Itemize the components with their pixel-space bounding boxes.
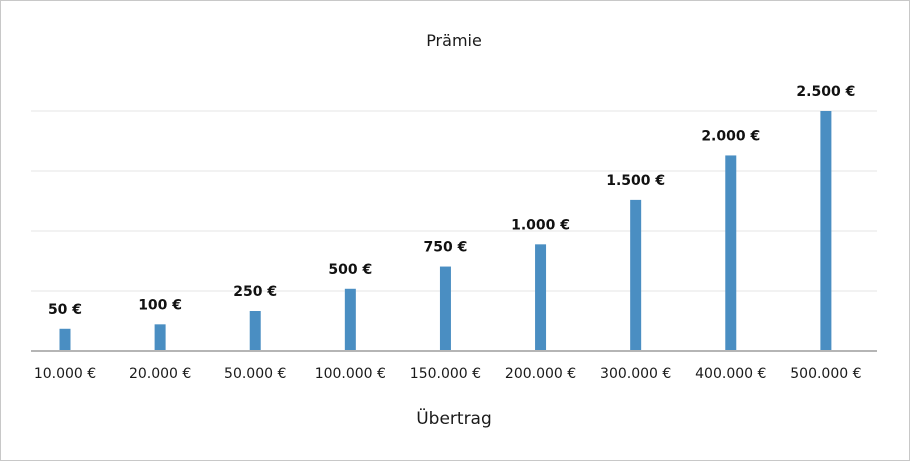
data-label: 2.500 € bbox=[796, 84, 855, 100]
x-axis-title: Übertrag bbox=[416, 407, 492, 429]
chart-title: Prämie bbox=[426, 31, 482, 50]
bar bbox=[59, 328, 71, 351]
data-label: 250 € bbox=[233, 284, 277, 300]
x-tick-label: 20.000 € bbox=[129, 366, 191, 382]
data-label: 1.500 € bbox=[606, 173, 665, 189]
bar bbox=[154, 324, 166, 351]
bar bbox=[249, 311, 261, 351]
x-tick-label: 200.000 € bbox=[505, 366, 576, 382]
x-tick-label: 400.000 € bbox=[695, 366, 766, 382]
bar bbox=[725, 155, 737, 351]
bar bbox=[439, 266, 451, 351]
x-tick-label: 300.000 € bbox=[600, 366, 671, 382]
x-tick-label: 500.000 € bbox=[790, 366, 861, 382]
bars bbox=[59, 111, 832, 351]
x-tick-label: 150.000 € bbox=[410, 366, 481, 382]
data-label: 50 € bbox=[48, 302, 82, 318]
data-labels: 50 € 100 € 250 € 500 € 750 € 1.000 € 1.500 € 2.… bbox=[48, 84, 855, 318]
bar bbox=[535, 244, 547, 351]
x-tick-label: 50.000 € bbox=[224, 366, 286, 382]
data-label: 750 € bbox=[424, 240, 468, 256]
x-tick-labels: 10.000 € 20.000 € 50.000 € 100.000 € 150.000… bbox=[34, 366, 862, 382]
data-label: 1.000 € bbox=[511, 217, 570, 233]
bar bbox=[630, 199, 642, 351]
data-label: 2.000 € bbox=[701, 128, 760, 144]
bar bbox=[820, 111, 832, 351]
bar bbox=[344, 288, 356, 351]
x-tick-label: 100.000 € bbox=[315, 366, 386, 382]
data-label: 500 € bbox=[328, 262, 372, 278]
x-tick-label: 10.000 € bbox=[34, 366, 96, 382]
data-label: 100 € bbox=[138, 297, 182, 313]
